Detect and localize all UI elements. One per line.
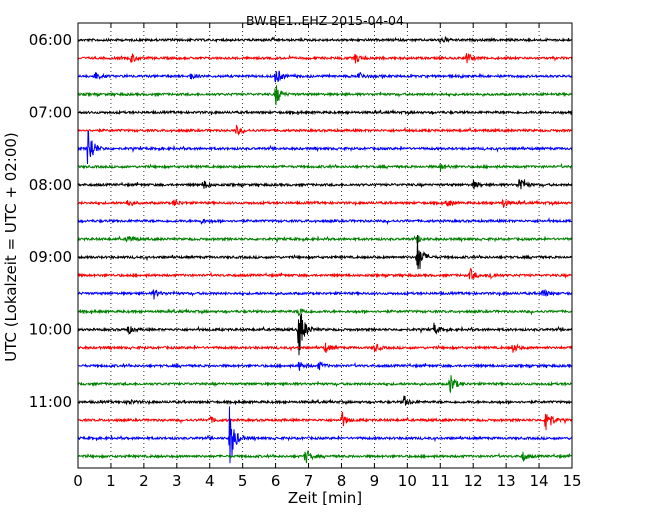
trace-0730 — [78, 130, 572, 165]
x-tick-label: 12 — [464, 472, 483, 490]
x-tick-label: 14 — [530, 472, 549, 490]
trace-0945 — [78, 307, 572, 317]
y-tick-label: 10:00 — [29, 321, 72, 339]
trace-0830 — [78, 216, 572, 226]
trace-0630 — [78, 70, 572, 83]
x-tick-label: 5 — [238, 472, 248, 490]
trace-0915 — [78, 268, 572, 280]
x-tick-label: 15 — [562, 472, 581, 490]
y-tick-label: 07:00 — [29, 103, 72, 121]
plot-frame — [77, 22, 573, 469]
x-tick-label: 9 — [370, 472, 380, 490]
y-tick-label: 08:00 — [29, 176, 72, 194]
trace-0815 — [78, 198, 572, 208]
trace-0615 — [78, 53, 572, 64]
x-tick-label: 0 — [73, 472, 83, 490]
trace-0900 — [78, 235, 572, 270]
y-axis-label: UTC (Lokalzeit = UTC + 02:00) — [2, 132, 20, 362]
trace-1115 — [78, 411, 572, 431]
trace-0700 — [78, 108, 572, 116]
x-tick-label: 3 — [172, 472, 182, 490]
y-axis: 06:00 07:00 08:00 09:00 10:00 11:00 — [29, 31, 572, 411]
x-tick-label: 6 — [271, 472, 281, 490]
chart-title: BW.BE1..EHZ 2015-04-04 — [246, 13, 404, 28]
trace-1015 — [78, 342, 572, 353]
trace-1100 — [78, 395, 572, 406]
trace-0930 — [78, 288, 572, 300]
trace-0845 — [78, 235, 572, 244]
x-tick-label: 11 — [431, 472, 450, 490]
x-tick-label: 10 — [398, 472, 417, 490]
trace-0645 — [78, 85, 572, 106]
x-tick-label: 4 — [205, 472, 215, 490]
trace-1030 — [78, 361, 572, 371]
y-tick-label: 06:00 — [29, 31, 72, 49]
x-tick-label: 13 — [497, 472, 516, 490]
trace-1000 — [78, 313, 572, 356]
trace-1045 — [78, 375, 572, 394]
x-tick-label: 1 — [106, 472, 116, 490]
x-tick-label: 2 — [139, 472, 149, 490]
traces — [78, 36, 572, 464]
trace-0600 — [78, 36, 572, 44]
trace-1145 — [78, 449, 572, 464]
trace-0800 — [78, 179, 572, 190]
trace-1130 — [78, 406, 572, 464]
trace-0745 — [78, 162, 572, 172]
x-tick-label: 8 — [337, 472, 347, 490]
y-tick-label: 11:00 — [29, 393, 72, 411]
x-tick-label: 7 — [304, 472, 314, 490]
trace-0715 — [78, 124, 572, 136]
y-tick-label: 09:00 — [29, 248, 72, 266]
x-axis: 0 1 2 3 4 5 6 7 8 9 10 11 12 13 14 15 — [73, 23, 582, 490]
x-axis-label: Zeit [min] — [288, 489, 362, 507]
